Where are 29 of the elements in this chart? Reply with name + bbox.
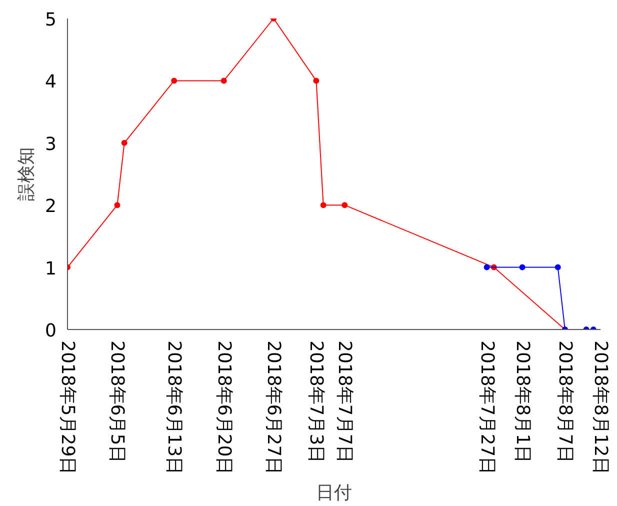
x-tick-label: 2018年6月27日 [263, 340, 284, 475]
point [484, 264, 490, 270]
y-tick-label: 3 [45, 134, 56, 155]
point [342, 202, 348, 208]
point [554, 264, 561, 270]
point [519, 264, 526, 270]
x-tick-label: 2018年7月3日 [306, 340, 327, 464]
x-tick-label: 2018年6月20日 [213, 340, 234, 475]
point [114, 202, 120, 208]
y-tick-label: 1 [45, 258, 56, 280]
x-tick-label: 2018年7月27日 [476, 340, 498, 475]
point [320, 202, 326, 208]
y-tick-label: 4 [45, 72, 56, 93]
x-axis-title: 日付 [316, 482, 352, 504]
x-tick-label: 2018年8月12日 [590, 340, 611, 475]
y-axis-title: 誤検知 [16, 147, 38, 201]
x-tick-label: 2018年5月29日 [57, 340, 78, 475]
y-tick-label: 2 [45, 196, 56, 218]
point [313, 78, 320, 84]
x-tick-label: 2018年6月5日 [106, 340, 128, 464]
point [220, 78, 227, 84]
x-tick-label: 2018年6月13日 [164, 340, 185, 475]
point [121, 140, 128, 146]
point [171, 78, 178, 84]
y-tick-label: 0 [45, 320, 56, 342]
x-tick-label: 2018年7月7日 [334, 340, 356, 464]
x-tick-label: 2018年8月1日 [512, 340, 533, 464]
y-tick-label: 5 [45, 10, 56, 30]
x-tick-label: 2018年8月7日 [554, 340, 576, 464]
